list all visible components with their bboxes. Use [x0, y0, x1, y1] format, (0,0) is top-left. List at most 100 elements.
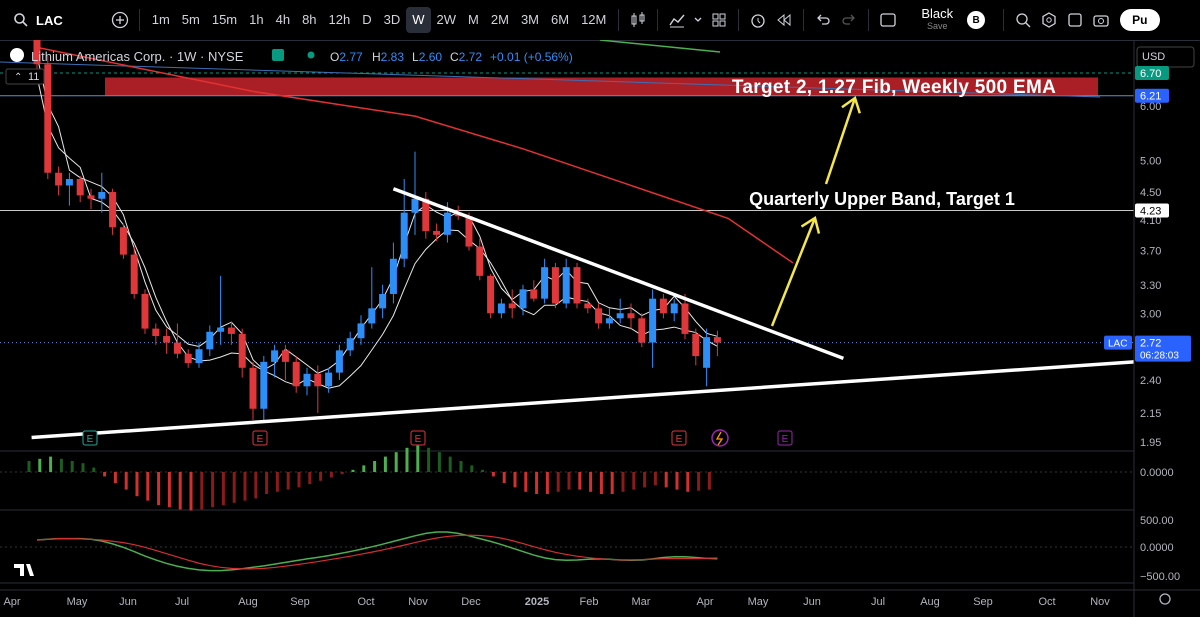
price-badge	[1135, 203, 1169, 218]
publish-button[interactable]: Pu	[1120, 9, 1160, 31]
candle-body	[303, 373, 311, 387]
chart-area[interactable]: Target 2, 1.27 Fib, Weekly 500 EMA Quarte…	[0, 40, 1200, 617]
arrow-target2[interactable]	[824, 97, 857, 185]
earnings-marker[interactable]	[82, 430, 98, 446]
timeframe-12m[interactable]: 12M	[581, 12, 607, 27]
resistance-trendline[interactable]	[392, 187, 845, 361]
candle-body	[33, 40, 41, 65]
histogram-bar	[211, 472, 215, 508]
candle-body	[497, 303, 505, 314]
histogram-bar	[135, 472, 139, 497]
histogram-bar	[567, 472, 571, 490]
histogram-bar	[59, 458, 63, 472]
timeframe-3d[interactable]: 3D	[383, 12, 401, 27]
candle-body	[130, 254, 138, 294]
countdown-timer: 06:28:03	[1140, 351, 1179, 362]
timeframe-w[interactable]: W	[406, 7, 431, 33]
avatar[interactable]: B	[967, 11, 986, 29]
timeframe-3m[interactable]: 3M	[520, 12, 540, 27]
annotation-target1: Quarterly Upper Band, Target 1	[749, 189, 1015, 209]
earnings-marker-label: E	[415, 434, 422, 445]
price-tick: 2.40	[1140, 375, 1161, 387]
time-tick: Oct	[357, 596, 374, 608]
candle-body	[292, 361, 300, 387]
earnings-marker[interactable]	[671, 430, 687, 446]
timeframe-d[interactable]: D	[362, 12, 372, 27]
histogram-bar	[643, 472, 647, 488]
symbol-search[interactable]: LAC	[36, 12, 63, 28]
candle-body	[325, 372, 333, 387]
layout-name[interactable]: Black Save	[921, 7, 953, 33]
live-dot-icon	[307, 51, 315, 59]
fullscreen-icon[interactable]	[875, 7, 901, 33]
histogram-bar	[502, 472, 506, 483]
ma-green-line	[599, 40, 721, 53]
maximize-icon[interactable]	[1062, 7, 1088, 33]
histogram-bar	[124, 472, 128, 490]
price-badge	[1135, 88, 1169, 103]
earnings-marker[interactable]	[252, 430, 268, 446]
histogram-bar	[610, 472, 614, 494]
timeframe-4h[interactable]: 4h	[275, 12, 291, 27]
chevron-down-icon[interactable]	[690, 7, 706, 33]
timeframe-2m[interactable]: 2M	[490, 12, 509, 27]
time-tick: Nov	[1090, 596, 1110, 608]
earnings-marker[interactable]	[777, 430, 793, 446]
dividend-marker-icon[interactable]	[711, 429, 729, 447]
indicators-icon[interactable]	[664, 7, 690, 33]
histogram-bar	[81, 463, 85, 472]
legend-change: +0.01 (+0.56%)	[490, 50, 573, 64]
timeframe-15m[interactable]: 15m	[211, 12, 238, 27]
timeframe-1m[interactable]: 1m	[151, 12, 170, 27]
candle-body	[109, 192, 117, 228]
histogram-bar	[70, 461, 74, 472]
indicator-toggle[interactable]	[5, 68, 45, 85]
price-tick: 5.00	[1140, 156, 1161, 168]
histogram-bar	[297, 472, 301, 488]
timeframe-6m[interactable]: 6M	[551, 12, 570, 27]
price-tick: 3.00	[1140, 308, 1161, 320]
time-tick: Apr	[3, 596, 20, 608]
candle-body	[530, 289, 538, 299]
timeframe-5m[interactable]: 5m	[181, 12, 200, 27]
redo-icon[interactable]	[836, 7, 862, 33]
time-tick: Apr	[696, 596, 713, 608]
zoom-icon[interactable]	[1010, 7, 1036, 33]
histogram-bar	[157, 472, 161, 505]
candle-body	[584, 303, 592, 309]
histogram-bar	[448, 456, 452, 472]
time-tick: Aug	[920, 596, 940, 608]
histogram-bar	[146, 472, 150, 501]
last-price-value: 2.72	[1140, 338, 1161, 350]
arrow-target1[interactable]	[770, 217, 817, 327]
candles-icon[interactable]	[625, 7, 651, 33]
axis-settings-icon[interactable]	[1159, 593, 1171, 605]
search-icon[interactable]	[8, 7, 34, 33]
alert-icon[interactable]	[745, 7, 771, 33]
timeframe-1h[interactable]: 1h	[249, 12, 264, 27]
candle-body	[541, 267, 549, 299]
histogram-bar	[232, 472, 236, 503]
support-trendline[interactable]	[31, 360, 1134, 440]
price-badge-label: 4.23	[1140, 206, 1161, 218]
timeframe-12h[interactable]: 12h	[328, 12, 351, 27]
histogram-bar	[113, 472, 117, 483]
candle-body	[433, 231, 441, 235]
legend-o: O2.77	[330, 50, 363, 64]
timeframe-8h[interactable]: 8h	[302, 12, 317, 27]
layouts-icon[interactable]	[706, 7, 732, 33]
replay-icon[interactable]	[771, 7, 797, 33]
timeframe-m[interactable]: M	[468, 12, 479, 27]
candle-body	[562, 267, 570, 304]
histogram-bar	[329, 472, 333, 478]
undo-icon[interactable]	[810, 7, 836, 33]
histogram-bar	[92, 467, 96, 472]
earnings-marker-label: E	[87, 434, 94, 445]
settings-icon[interactable]	[1036, 7, 1062, 33]
timeframe-2w[interactable]: 2W	[436, 12, 457, 27]
add-symbol-icon[interactable]	[107, 7, 133, 33]
camera-icon[interactable]	[1088, 7, 1114, 33]
histogram-bar	[221, 472, 225, 505]
legend-title[interactable]: Lithium Americas Corp. · 1W · NYSE	[31, 49, 244, 64]
earnings-marker[interactable]	[410, 430, 426, 446]
